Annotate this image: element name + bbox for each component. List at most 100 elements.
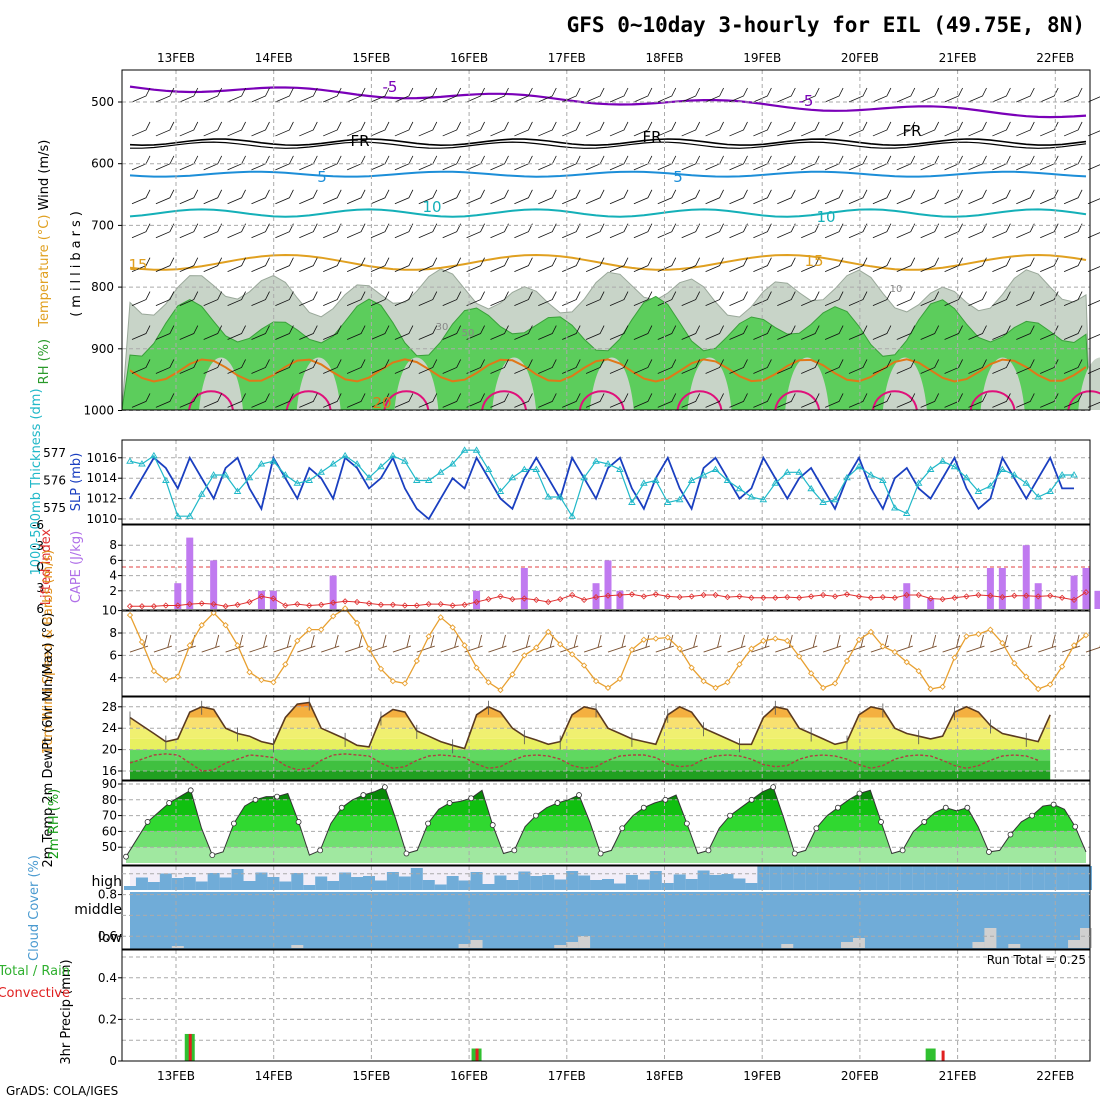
wind-barb: [249, 634, 268, 653]
thickness-point: [711, 465, 720, 472]
wind-barb: [777, 325, 796, 340]
slp-series: [129, 455, 1074, 521]
wind-barb: [490, 121, 509, 137]
cloud-high-bar: [351, 877, 364, 890]
wind-speed-point: [831, 680, 839, 687]
rh-dry-area: [687, 357, 732, 410]
wind-barb: [275, 121, 294, 137]
cloud-high-bar: [195, 881, 208, 890]
thickness-point: [891, 504, 899, 511]
wind-barb: [896, 291, 916, 306]
wind-barb: [370, 393, 390, 408]
wind-barb: [609, 189, 629, 205]
wind-barb: [538, 393, 557, 408]
wind-barb: [323, 359, 342, 374]
cape-bar: [998, 568, 1006, 609]
wind-barb: [227, 291, 246, 306]
li-point: [1035, 593, 1042, 600]
x-tick-label: 19FEB: [743, 51, 781, 65]
wind-barb: [777, 257, 796, 273]
wind-barb: [203, 189, 223, 205]
y-tick-label: 0.8: [98, 888, 117, 902]
wind-speed-point: [951, 654, 958, 661]
wind-speed-point: [640, 636, 647, 643]
wind-barb: [824, 325, 844, 340]
wind-barb: [585, 359, 605, 374]
wind-barb: [824, 189, 844, 205]
rh2m-point: [899, 847, 906, 854]
temp-line-25: [774, 390, 821, 411]
wind-barb: [323, 189, 342, 205]
contour-label: 5: [317, 168, 327, 186]
wind-barb: [1063, 291, 1083, 306]
rh2m-point: [144, 819, 151, 825]
wind-barb: [251, 393, 270, 408]
cloud-high-bar: [422, 880, 435, 890]
y-tick-label: 50: [102, 840, 117, 854]
cloud-high-bar: [339, 872, 352, 890]
wind-barb: [562, 257, 581, 273]
wind-barb: [227, 155, 246, 171]
precip-total-rain-label: Total / Rain: [0, 964, 70, 979]
cape-bar: [1070, 575, 1078, 609]
wind-barb: [657, 393, 677, 408]
wind-barb: [1016, 393, 1035, 408]
rh2m-point: [338, 804, 345, 811]
wind-barb: [562, 223, 581, 239]
wind-barb: [896, 393, 916, 408]
wind-barb: [442, 223, 462, 239]
wind-barb: [562, 189, 581, 205]
wind-speed-point: [688, 664, 695, 671]
wind-speed-point: [294, 637, 301, 644]
li-point: [377, 601, 385, 608]
x-tick-label: 17FEB: [548, 1069, 586, 1083]
wind-barb: [514, 121, 533, 137]
li-point: [879, 594, 886, 601]
wind-barb: [631, 634, 651, 653]
wind-barb: [801, 257, 820, 273]
rh2m-point: [532, 812, 539, 819]
wind-barb: [131, 223, 151, 239]
wind-barb: [562, 393, 581, 408]
cloud-level-label: low: [98, 930, 122, 946]
wind-barb: [609, 155, 629, 171]
thickness-point: [401, 457, 409, 464]
rh2m-point: [446, 800, 453, 806]
wind-barb: [777, 87, 796, 103]
wind-barb: [657, 291, 677, 306]
wind-barb: [466, 223, 485, 239]
cloud-high-bar: [733, 878, 746, 890]
cloud-cover-label: Cloud Cover (%): [27, 855, 42, 961]
contour-label: 10: [422, 198, 441, 216]
wind-barb: [155, 223, 175, 239]
contour-label: 50: [462, 328, 475, 339]
wind-barb: [299, 257, 318, 273]
rh2m-point: [511, 847, 518, 854]
rh2m-point: [123, 853, 129, 860]
wind-barb: [1087, 198, 1100, 205]
cloud-low-bar: [578, 936, 591, 948]
cloud-high-bar: [542, 875, 555, 890]
li-point: [342, 598, 349, 605]
thickness-point: [699, 471, 708, 478]
thickness-point: [962, 473, 971, 481]
wind-barb: [729, 291, 748, 306]
wind-barb: [1016, 325, 1035, 340]
wind-barb: [753, 291, 772, 306]
wind-barb: [442, 189, 462, 205]
wind-barb: [944, 257, 963, 273]
y-tick-label: 28: [102, 700, 117, 714]
wind-barb: [633, 257, 653, 273]
wind-speed-point: [353, 619, 361, 627]
wind-barb: [490, 155, 509, 171]
thickness-point: [424, 476, 433, 483]
wind-speed-point: [915, 667, 922, 675]
wind-barb: [609, 87, 629, 103]
rh-dry-area: [394, 357, 439, 410]
wind-barb: [227, 223, 246, 239]
y-tick-label: 575: [43, 501, 66, 515]
wind-barb: [155, 359, 175, 374]
wind-speed-point: [664, 634, 671, 641]
wind-barb: [346, 223, 366, 239]
temp-band: [130, 738, 1051, 750]
